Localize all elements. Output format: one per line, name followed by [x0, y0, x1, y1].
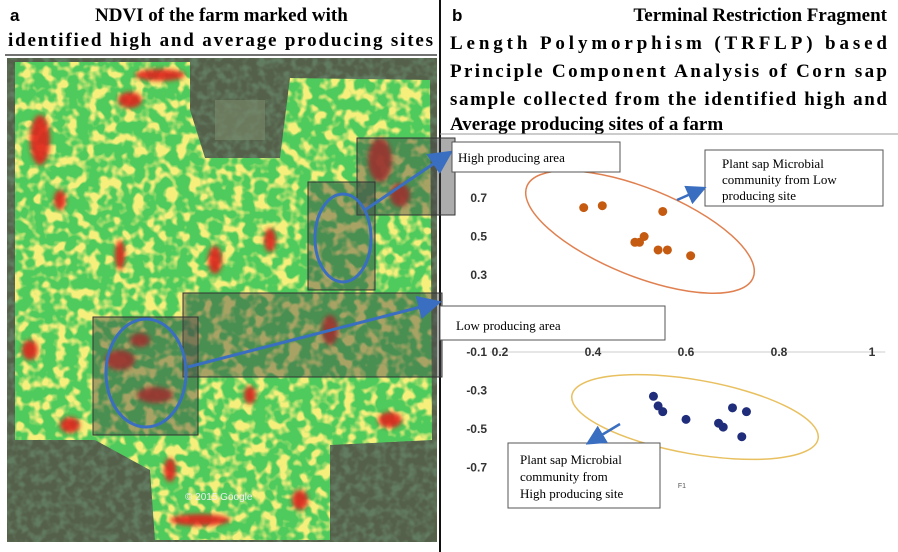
point	[737, 432, 746, 441]
y-tick-label: -0.1	[466, 345, 487, 359]
point	[598, 201, 607, 210]
point	[658, 407, 667, 416]
panel-letter: b	[452, 6, 462, 25]
y-tick-label: 0.7	[470, 191, 487, 205]
annotation: Plant sap Microbial	[520, 452, 622, 467]
y-tick-label: 0.3	[470, 268, 487, 282]
x-tick-label: 1	[869, 345, 876, 359]
figure: a NDVI of the farm marked with identifie…	[0, 0, 898, 552]
y-tick-label: -0.7	[466, 461, 487, 475]
point	[579, 203, 588, 212]
annotation: High producing site	[520, 486, 623, 501]
point	[682, 415, 691, 424]
annotation: community from	[520, 469, 608, 484]
annotation: High producing area	[458, 150, 565, 165]
x-tick-label: 0.2	[492, 345, 509, 359]
ndvi-map	[7, 58, 455, 542]
point	[649, 392, 658, 401]
y-tick-label: -0.3	[466, 384, 487, 398]
panel-title-line: Terminal Restriction Fragment	[633, 5, 887, 26]
point	[686, 251, 695, 260]
x-tick-label: 0.6	[678, 345, 695, 359]
point	[630, 238, 639, 247]
panel-title-line: sample collected from the identified hig…	[450, 89, 887, 110]
panel-title-line: Average producing sites of a farm	[450, 114, 723, 135]
annotation: Plant sap Microbial	[722, 156, 824, 171]
panel-title-line: NDVI of the farm marked with	[95, 5, 348, 26]
y-tick-label: -0.5	[466, 422, 487, 436]
panel-letter: a	[10, 6, 20, 25]
annotation: Low producing area	[456, 318, 561, 333]
map-credit: © 2015 Google	[185, 492, 253, 503]
point	[658, 207, 667, 216]
point	[728, 403, 737, 412]
annotation: community from Low	[722, 172, 837, 187]
x-tick-label: 0.4	[585, 345, 602, 359]
point	[663, 245, 672, 254]
panel-title-line: Length Polymorphism (TRFLP) based	[450, 33, 887, 54]
point	[719, 423, 728, 432]
point	[654, 245, 663, 254]
point	[742, 407, 751, 416]
x-tick-label: 0.8	[771, 345, 788, 359]
panel-title-line: Principle Component Analysis of Corn sap	[450, 61, 887, 82]
arrow	[677, 189, 702, 200]
annotation: producing site	[722, 188, 796, 203]
y-tick-label: 0.5	[470, 230, 487, 244]
panel-title-line: identified high and average producing si…	[8, 30, 433, 51]
x-axis-title: F1	[678, 483, 686, 490]
